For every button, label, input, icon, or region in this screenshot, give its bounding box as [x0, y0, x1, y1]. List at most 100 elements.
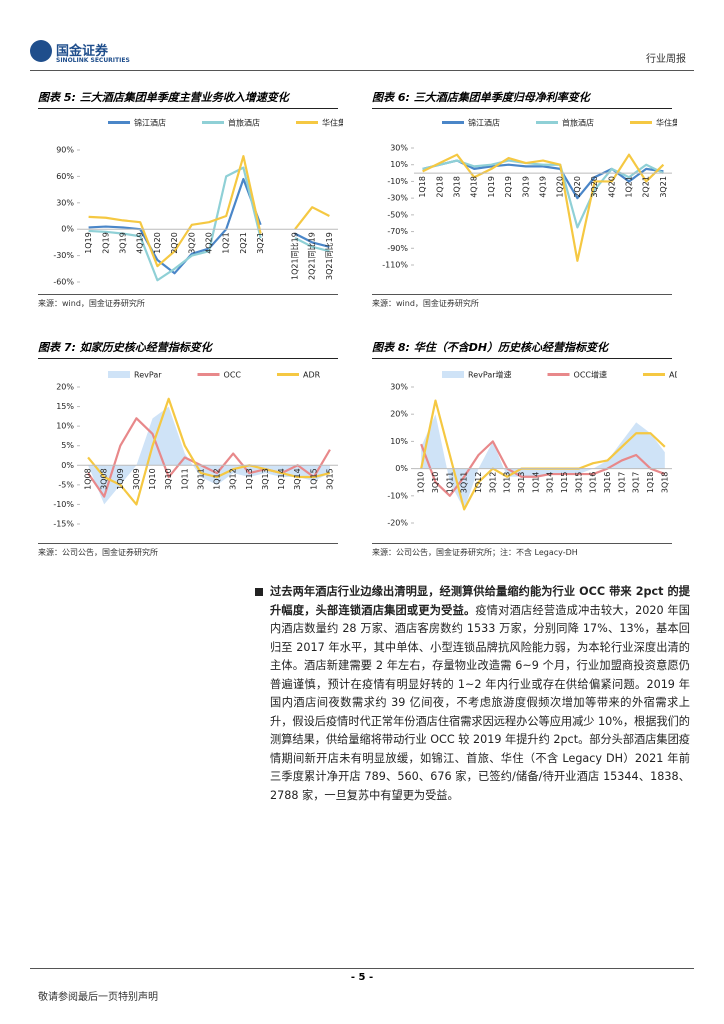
legend-label: ADR增速 — [669, 370, 677, 380]
x-tick-label: 2Q21 — [239, 232, 248, 254]
x-tick-label: 3Q13 — [261, 468, 270, 490]
y-tick-label: 30% — [390, 383, 408, 392]
header-rule — [30, 70, 694, 71]
lead: 过去两年酒店行业边缘出清明显，经测算供给量缩约能为行业 OCC 带来 2pct … — [270, 585, 690, 617]
bullet — [255, 588, 263, 596]
line — [294, 206, 330, 230]
x-tick-label: 1Q15 — [560, 472, 569, 494]
y-tick-label: 20% — [56, 383, 74, 392]
line — [88, 155, 262, 268]
x-tick-label: 2Q19 — [101, 232, 110, 254]
x-tick-label: 3Q14 — [546, 472, 555, 494]
x-tick-label: 3Q12 — [229, 468, 238, 490]
x-tick-label: 4Q20 — [205, 232, 214, 254]
x-tick-label: 3Q14 — [293, 468, 302, 490]
x-tick-label: 1Q14 — [531, 472, 540, 494]
x-tick-label: 3Q10 — [164, 468, 173, 490]
x-tick-label: 3Q19 — [521, 176, 530, 198]
x-tick-label: 2Q21 — [642, 176, 651, 198]
x-tick-label: 3Q08 — [100, 468, 109, 490]
disclaimer: 敬请参阅最后一页特别声明 — [38, 992, 158, 1003]
chart: 30% 20% 10% 0% -10% -20% RevPar增速 OCC增速 ADR增速 1Q1… — [387, 370, 677, 528]
x-tick-label: 3Q17 — [632, 472, 641, 494]
line — [88, 166, 262, 282]
chart-source: 来源：公司公告，国金证券研究所 — [38, 543, 338, 558]
y-tick-label: -50% — [387, 210, 408, 219]
x-tick-label: 3Q09 — [132, 468, 141, 490]
x-tick-label: 3Q11 — [460, 472, 469, 494]
x-tick-label: 2Q20 — [170, 232, 179, 254]
y-tick-label: 10% — [56, 422, 74, 431]
legend-label: OCC增速 — [574, 370, 607, 380]
x-tick-label: 3Q18 — [660, 472, 669, 494]
x-tick-label: 4Q20 — [607, 176, 616, 198]
y-tick-label: 30% — [56, 198, 74, 207]
y-tick-label: 10% — [390, 437, 408, 446]
y-tick-label: 0% — [61, 461, 74, 470]
x-tick-label: 2Q18 — [435, 176, 444, 198]
y-tick-label: -70% — [387, 227, 408, 236]
x-tick-label: 1Q13 — [245, 468, 254, 490]
chart: 20% 15% 10% 5% 0% -5% -10% -15% RevPar OCC ADR 1Q08… — [53, 371, 338, 529]
x-tick-label: 3Q20 — [187, 232, 196, 254]
y-tick-label: -10% — [387, 491, 408, 500]
y-tick-label: -30% — [53, 251, 74, 260]
chart-source: 来源：wind，国金证券研究所 — [372, 294, 672, 309]
x-tick-label: 3Q15 — [574, 472, 583, 494]
legend-label: 首旅酒店 — [562, 118, 594, 128]
x-tick-label: 4Q18 — [470, 176, 479, 198]
chart-source: 来源：公司公告，国金证券研究所；注：不含 Legacy-DH — [372, 543, 672, 558]
area — [421, 414, 665, 510]
y-tick-label: -30% — [387, 194, 408, 203]
x-tick-label: 1Q20 — [556, 176, 565, 198]
legend-label: 华住集团-S — [322, 118, 343, 128]
x-tick-label: 3Q13 — [517, 472, 526, 494]
x-tick-label: 1Q18 — [646, 472, 655, 494]
line — [294, 232, 330, 248]
y-tick-label: -60% — [53, 278, 74, 287]
footer-rule — [30, 968, 694, 969]
x-tick-label: 3Q19 — [119, 232, 128, 254]
x-tick-label: 1Q20 — [153, 232, 162, 254]
legend-label: RevPar — [134, 371, 162, 380]
legend-label: ADR — [303, 371, 321, 380]
x-tick-label: 1Q19 — [84, 232, 93, 254]
x-tick-label: 3Q12 — [488, 472, 497, 494]
x-tick-label: 3Q21 — [256, 232, 265, 254]
chart: 30% 10% -10% -30% -50% -70% -90% -110% 锦江酒店 首旅酒店 华… — [382, 118, 677, 270]
x-tick-label: 3Q18 — [453, 176, 462, 198]
line — [422, 153, 665, 262]
x-tick-label: 1Q11 — [180, 468, 189, 490]
legend-swatch — [108, 371, 130, 378]
y-tick-label: -10% — [53, 500, 74, 509]
x-tick-label: 1Q17 — [617, 472, 626, 494]
x-tick-label: 3Q11 — [196, 468, 205, 490]
x-tick-label: 1Q15 — [309, 468, 318, 490]
x-tick-label: 4Q19 — [136, 232, 145, 254]
chart-title: 图表 8: 华住（不含DH）历史核心经营指标变化 — [372, 339, 672, 359]
x-tick-label: 3Q10 — [431, 472, 440, 494]
line — [87, 397, 331, 506]
line — [294, 237, 330, 253]
y-tick-label: -15% — [53, 520, 74, 529]
x-tick-label: 1Q12 — [213, 468, 222, 490]
body-paragraph: 过去两年酒店行业边缘出清明显，经测算供给量缩约能为行业 OCC 带来 2pct … — [270, 583, 690, 805]
y-tick-label: -110% — [382, 261, 408, 270]
report-type: 行业周报 — [646, 54, 686, 65]
x-tick-label: 1Q10 — [417, 472, 426, 494]
x-tick-label: 1Q10 — [148, 468, 157, 490]
chart-source: 来源：wind，国金证券研究所 — [38, 294, 338, 309]
x-tick-label: 1Q14 — [277, 468, 286, 490]
legend-label: OCC — [224, 371, 242, 380]
x-tick-label: 1Q16 — [589, 472, 598, 494]
x-tick-label: 3Q16 — [603, 472, 612, 494]
line — [88, 177, 262, 275]
x-tick-label: 2Q21同比19 — [307, 232, 317, 280]
x-tick-label: 1Q11 — [445, 472, 454, 494]
logo-icon — [30, 40, 52, 62]
x-tick-label: 1Q13 — [503, 472, 512, 494]
legend-label: 锦江酒店 — [134, 118, 166, 128]
chart-title: 图表 6: 三大酒店集团单季度归母净利率变化 — [372, 89, 672, 109]
logo-text: 国金证券 — [56, 44, 109, 59]
